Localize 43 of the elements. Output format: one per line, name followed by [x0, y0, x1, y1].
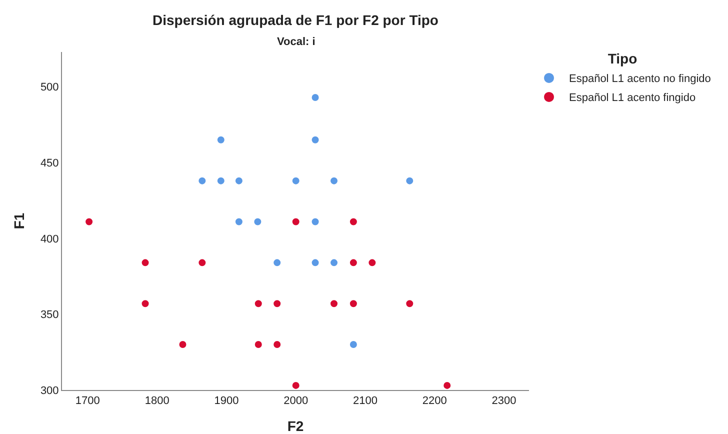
point	[348, 217, 358, 226]
point	[234, 217, 244, 226]
point	[310, 135, 320, 144]
point	[84, 217, 94, 226]
point	[291, 217, 300, 226]
point	[216, 176, 226, 186]
point	[405, 176, 414, 186]
point	[254, 299, 263, 308]
point	[216, 135, 226, 144]
point	[272, 299, 282, 308]
x-tick-label: 2200	[422, 395, 447, 408]
x-tick-label: 2000	[284, 395, 308, 408]
point	[140, 299, 150, 308]
x-tick-label: 1900	[214, 395, 239, 408]
x-tick-label: 1800	[144, 395, 170, 408]
point	[253, 217, 262, 226]
point	[368, 258, 377, 268]
legend-label: Español L1 acento no fingido	[569, 73, 711, 86]
x-axis-title: F2	[287, 418, 304, 434]
point	[291, 176, 300, 186]
y-tick-label: 400	[40, 233, 59, 246]
x-tick-label: 1700	[75, 395, 100, 408]
x-tick-label: 2300	[492, 395, 516, 408]
point	[234, 176, 244, 186]
legend-label: Español L1 acento fingido	[569, 92, 696, 104]
point	[348, 299, 358, 308]
point	[198, 176, 207, 186]
y-tick-label: 450	[40, 158, 59, 170]
point	[140, 258, 150, 268]
point	[272, 258, 282, 268]
point	[405, 299, 414, 308]
y-tick-label: 350	[40, 309, 59, 322]
chart-title: Dispersión agrupada de F1 por F2 por Tipo	[152, 12, 439, 28]
chart-subtitle: Vocal: i	[277, 36, 316, 48]
legend-title: Tipo	[608, 50, 638, 66]
y-tick-label: 500	[40, 82, 59, 94]
y-axis-title: F1	[11, 212, 27, 230]
x-tick-label: 2100	[353, 395, 378, 408]
point	[310, 217, 320, 226]
point	[310, 258, 320, 268]
point	[348, 258, 358, 268]
y-tick-label: 300	[40, 384, 59, 397]
point	[198, 258, 207, 268]
